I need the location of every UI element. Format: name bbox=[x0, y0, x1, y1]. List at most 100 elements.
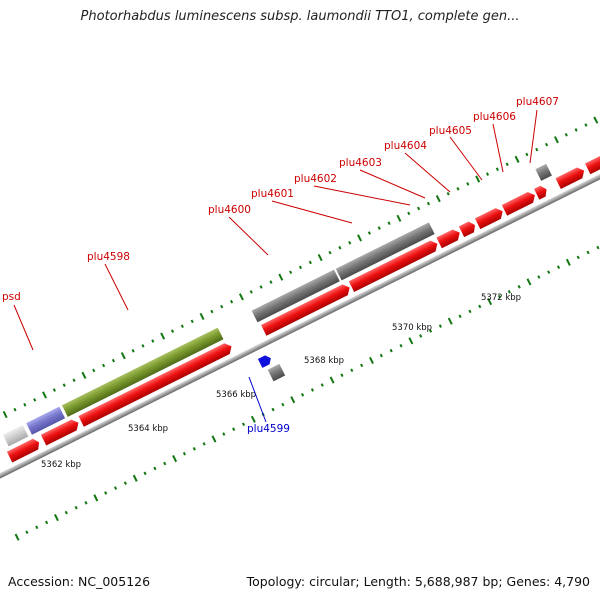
gene-arrow-forward-10[interactable] bbox=[555, 165, 586, 189]
gene-label-plu4604[interactable]: plu4604 bbox=[384, 140, 427, 152]
scale-tick bbox=[514, 155, 520, 163]
scale-tick bbox=[230, 299, 234, 304]
gene-labels[interactable]: psd plu4598 plu4599 plu4600 plu4601 plu4… bbox=[2, 96, 559, 435]
gene-block-plu4599-grey[interactable] bbox=[267, 363, 286, 382]
accession-text: Accession: NC_005126 bbox=[8, 574, 151, 589]
gene-arrow-psd[interactable] bbox=[6, 437, 42, 463]
scale-tick bbox=[180, 324, 184, 329]
scale-tick bbox=[141, 344, 145, 348]
label-leader-lines bbox=[13, 109, 538, 423]
scale-tick bbox=[249, 290, 253, 294]
scale-tick bbox=[367, 231, 371, 235]
scale-tick bbox=[596, 245, 600, 250]
scale-tick bbox=[64, 510, 68, 515]
gene-label-plu4600[interactable]: plu4600 bbox=[208, 204, 251, 216]
gene-label-plu4598[interactable]: plu4598 bbox=[87, 251, 130, 263]
map-title: Photorhabdus luminescens subsp. laumondi… bbox=[80, 9, 520, 24]
scale-tick bbox=[389, 348, 393, 353]
gene-arrow-forward-5[interactable] bbox=[436, 227, 462, 249]
scale-tick bbox=[25, 530, 29, 535]
scale-tick bbox=[320, 383, 324, 387]
scale-tick bbox=[182, 451, 187, 456]
scale-tick bbox=[456, 187, 460, 191]
gene-arrow-plu4599-blue[interactable] bbox=[257, 354, 273, 368]
scale-tick bbox=[574, 128, 578, 132]
scale-tick bbox=[369, 356, 374, 365]
scale-tick bbox=[278, 273, 284, 281]
gene-block-plu4606[interactable] bbox=[535, 163, 552, 181]
forward-strand-genes[interactable] bbox=[6, 126, 600, 463]
scale-tick bbox=[505, 162, 509, 167]
scale-tick bbox=[565, 258, 571, 266]
gene-block-plu4601[interactable] bbox=[335, 222, 435, 281]
scale-tick bbox=[170, 329, 175, 333]
gene-arrow-forward-6[interactable] bbox=[458, 220, 478, 238]
scale-tick bbox=[131, 349, 135, 353]
scale-tick bbox=[350, 368, 354, 373]
gene-label-plu4602[interactable]: plu4602 bbox=[294, 173, 337, 185]
scale-tick bbox=[419, 334, 423, 338]
gene-arrow-forward-7[interactable] bbox=[474, 206, 505, 230]
scale-tick bbox=[377, 226, 381, 230]
scale-tick bbox=[23, 402, 27, 407]
gene-arrow-forward-9[interactable] bbox=[534, 184, 549, 200]
map-track bbox=[0, 110, 600, 541]
scale-tick bbox=[537, 275, 541, 279]
gene-block-light[interactable] bbox=[2, 424, 29, 447]
scale-tick bbox=[14, 533, 20, 541]
scale-tick bbox=[387, 221, 391, 225]
gene-label-plu4601[interactable]: plu4601 bbox=[251, 188, 294, 200]
scale-tick bbox=[428, 329, 433, 333]
scale-tick bbox=[222, 432, 226, 436]
scale-tick bbox=[123, 481, 127, 485]
scale-tick bbox=[399, 343, 403, 348]
scale-tick bbox=[310, 388, 314, 392]
gene-label-plu4599[interactable]: plu4599 bbox=[247, 423, 290, 435]
genome-backbone bbox=[0, 140, 600, 484]
scale-tick bbox=[593, 116, 599, 124]
gene-label-plu4606[interactable]: plu4606 bbox=[473, 111, 516, 123]
scale-tick bbox=[74, 505, 78, 510]
scale-tick bbox=[289, 270, 293, 275]
gene-label-plu4605[interactable]: plu4605 bbox=[429, 125, 472, 137]
scale-tick bbox=[447, 317, 453, 325]
scale-tick bbox=[396, 214, 402, 222]
gene-arrow-forward-4[interactable] bbox=[348, 238, 440, 293]
gene-label-plu4603[interactable]: plu4603 bbox=[339, 157, 382, 169]
scale-tick bbox=[190, 319, 194, 324]
gene-arrow-forward-1[interactable] bbox=[40, 417, 81, 446]
gene-arrow-forward-3[interactable] bbox=[261, 282, 352, 336]
scale-tick bbox=[45, 520, 49, 525]
scale-tick bbox=[2, 411, 8, 419]
scale-tick bbox=[468, 309, 472, 314]
scale-tick bbox=[104, 491, 108, 495]
gene-arrow-forward-8[interactable] bbox=[501, 190, 538, 216]
gene-label-psd[interactable]: psd bbox=[2, 291, 21, 303]
scale-tick bbox=[407, 211, 411, 216]
gene-label-plu4607[interactable]: plu4607 bbox=[516, 96, 559, 108]
scale-tick bbox=[357, 234, 363, 242]
scale-tick bbox=[72, 378, 76, 383]
gene-block-plu4598[interactable] bbox=[61, 327, 224, 417]
scale-tick bbox=[553, 136, 559, 144]
gene-arrow-forward-2[interactable] bbox=[78, 341, 234, 427]
scale-tick bbox=[458, 314, 462, 319]
gene-block-plu4600[interactable] bbox=[251, 269, 340, 323]
inner-tick-row bbox=[14, 245, 600, 541]
scale-tick bbox=[172, 455, 178, 463]
lower-lane-genes[interactable] bbox=[257, 351, 286, 383]
scale-tick bbox=[163, 461, 167, 466]
scale-tick bbox=[259, 285, 263, 289]
scale-tick bbox=[93, 494, 99, 502]
scale-tick bbox=[42, 391, 47, 399]
gene-arrow-forward-11[interactable] bbox=[585, 148, 600, 175]
scale-tick bbox=[113, 486, 118, 490]
scale-labels: 5362 kbp 5364 kbp 5366 kbp 5368 kbp 5370… bbox=[41, 293, 521, 470]
scale-tick bbox=[192, 447, 196, 451]
scale-tick bbox=[547, 270, 551, 274]
upper-lane-genes[interactable] bbox=[2, 110, 600, 447]
gene-block-purple[interactable] bbox=[26, 406, 66, 435]
scale-tick bbox=[241, 422, 246, 427]
outer-tick-row bbox=[2, 116, 599, 419]
